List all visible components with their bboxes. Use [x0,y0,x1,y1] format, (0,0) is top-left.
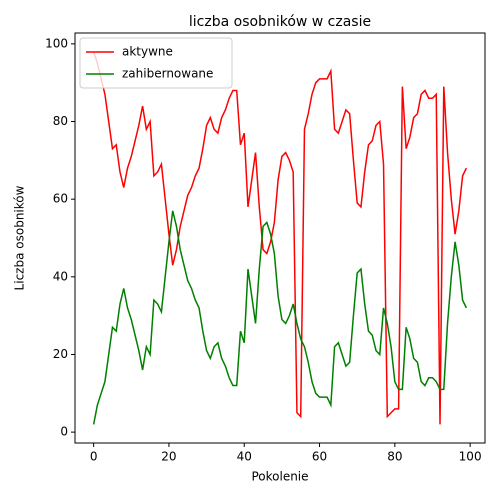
series-line [92,51,468,425]
y-tick-label: 20 [53,347,68,361]
chart-title: liczba osobników w czasie [189,14,371,30]
x-tick-label: 100 [459,450,482,464]
y-axis-label: Liczba osobników [13,185,27,290]
series-line [92,210,468,425]
legend-label: zahibernowane [122,67,213,81]
plot-frame [74,32,486,444]
y-tick-label: 40 [53,269,68,283]
x-tick-label: 80 [387,450,402,464]
y-tick-label: 60 [53,192,68,206]
legend-label: aktywne [122,45,173,59]
x-axis-label: Pokolenie [251,470,308,484]
y-tick-label: 100 [45,36,68,50]
y-tick-label: 80 [53,114,68,128]
x-tick-label: 20 [161,450,176,464]
legend-box [79,37,233,89]
y-tick-label: 0 [60,425,68,439]
x-tick-label: 40 [237,450,252,464]
x-tick-label: 0 [90,450,98,464]
x-tick-label: 60 [312,450,327,464]
